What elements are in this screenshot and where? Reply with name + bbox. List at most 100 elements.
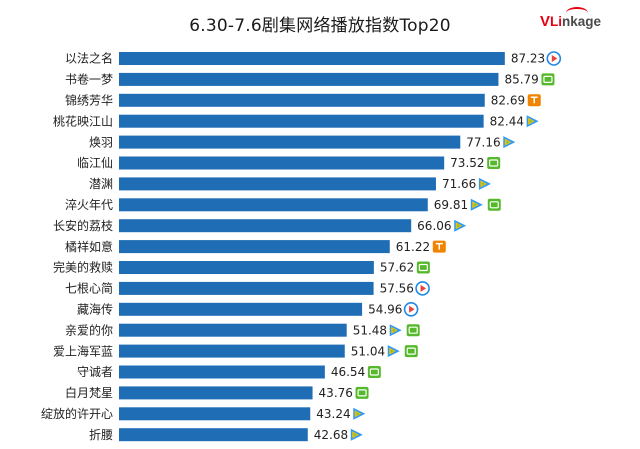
vlinkage-logo: VLinkage	[540, 7, 606, 37]
tencent-icon	[353, 407, 366, 420]
value-label: 42.68	[314, 428, 348, 442]
bar	[119, 281, 374, 295]
tencent-icon	[503, 136, 516, 149]
value-label: 51.48	[353, 323, 387, 337]
tencent-icon-core	[473, 203, 477, 207]
bar	[119, 344, 345, 358]
tencent-icon-core	[356, 412, 360, 416]
value-label: 57.62	[380, 261, 414, 275]
logo-arc-icon	[566, 7, 588, 19]
youku-icon	[403, 301, 419, 317]
value-label: 66.06	[417, 219, 451, 233]
iqiyi-icon-screen	[357, 389, 367, 397]
iqiyi-icon-screen	[543, 75, 553, 84]
tencent-icon-core	[457, 223, 461, 228]
value-label: 87.23	[511, 52, 545, 66]
category-label: 以法之名	[65, 51, 113, 66]
bar	[119, 156, 445, 170]
logo-li: Li	[550, 14, 563, 29]
iqiyi-icon-screen	[408, 326, 418, 334]
tencent-icon	[387, 345, 400, 358]
iqiyi-icon	[487, 157, 501, 169]
bar	[119, 198, 428, 212]
bar	[119, 365, 325, 379]
value-label: 82.69	[491, 94, 525, 108]
bar	[119, 93, 485, 107]
iqiyi-icon	[355, 386, 369, 399]
tencent-icon-core	[353, 432, 357, 437]
category-label: 临江仙	[77, 156, 113, 170]
bar	[119, 135, 461, 149]
iqiyi-icon	[367, 366, 381, 378]
value-label: 43.24	[316, 407, 350, 421]
category-label: 潜渊	[89, 177, 113, 191]
value-label: 69.81	[434, 198, 468, 212]
tencent-icon	[478, 177, 491, 190]
bar	[119, 219, 412, 233]
tencent-icon-core	[481, 182, 485, 186]
category-label: 淬火年代	[65, 197, 113, 212]
value-label: 57.56	[380, 282, 414, 296]
logo-v: V	[540, 13, 551, 30]
bar	[119, 386, 313, 400]
bars-layer: 以法之名 87.23 书卷一梦 85.79 锦绣芳华 82.69 桃花映江山 82.44 焕羽 7…	[41, 51, 562, 442]
tencent-icon-core	[392, 328, 396, 332]
bar	[119, 177, 436, 191]
bar	[119, 323, 347, 337]
category-label: 完美的救赎	[53, 260, 113, 275]
mango-icon-mark	[435, 242, 443, 250]
bar	[119, 428, 308, 442]
iqiyi-icon-screen	[369, 368, 379, 376]
value-label: 43.76	[319, 386, 353, 400]
category-label: 亲爱的你	[65, 322, 113, 337]
chart-title: 6.30-7.6剧集网络播放指数Top20	[189, 16, 451, 36]
value-label: 54.96	[368, 303, 402, 317]
bar	[119, 302, 363, 316]
category-label: 绽放的许开心	[41, 406, 113, 421]
youku-icon	[546, 51, 562, 66]
value-label: 85.79	[504, 73, 538, 87]
bar	[119, 407, 311, 421]
bar	[119, 114, 484, 128]
category-label: 折腰	[89, 427, 113, 442]
tencent-icon	[526, 115, 539, 128]
mango-icon	[527, 94, 541, 107]
tencent-icon-core	[390, 349, 394, 353]
value-label: 61.22	[396, 240, 430, 254]
value-label: 46.54	[331, 365, 365, 379]
value-label: 51.04	[351, 344, 385, 358]
bar	[119, 72, 499, 86]
mango-icon	[432, 240, 446, 253]
category-label: 七根心简	[65, 282, 113, 296]
iqiyi-icon-screen	[489, 159, 499, 167]
category-label: 白月梵星	[65, 385, 113, 400]
value-label: 82.44	[490, 114, 524, 128]
tencent-icon-core	[529, 119, 533, 123]
youku-icon-play	[551, 55, 558, 62]
category-label: 焕羽	[89, 135, 113, 149]
tencent-icon	[350, 428, 363, 441]
iqiyi-icon	[406, 324, 420, 337]
value-label: 77.16	[466, 135, 500, 149]
iqiyi-icon-screen	[489, 201, 499, 209]
category-label: 橘祥如意	[65, 239, 113, 254]
iqiyi-icon-screen	[418, 263, 428, 272]
category-label: 桃花映江山	[53, 113, 113, 128]
iqiyi-icon-screen	[406, 347, 416, 355]
tencent-icon-core	[506, 140, 510, 144]
value-label: 73.52	[450, 156, 484, 170]
iqiyi-icon	[416, 261, 430, 274]
tencent-icon	[454, 219, 467, 232]
category-label: 守诚者	[77, 365, 113, 379]
value-label: 71.66	[442, 177, 476, 191]
youku-icon-play	[409, 305, 415, 313]
iqiyi-icon	[404, 345, 418, 358]
category-label: 爱上海军蓝	[53, 343, 113, 358]
category-label: 锦绣芳华	[65, 94, 113, 108]
youku-icon-play	[420, 284, 427, 292]
bar	[119, 240, 390, 254]
iqiyi-icon	[487, 198, 501, 211]
category-label: 藏海传	[77, 302, 113, 317]
category-label: 书卷一梦	[65, 72, 113, 87]
